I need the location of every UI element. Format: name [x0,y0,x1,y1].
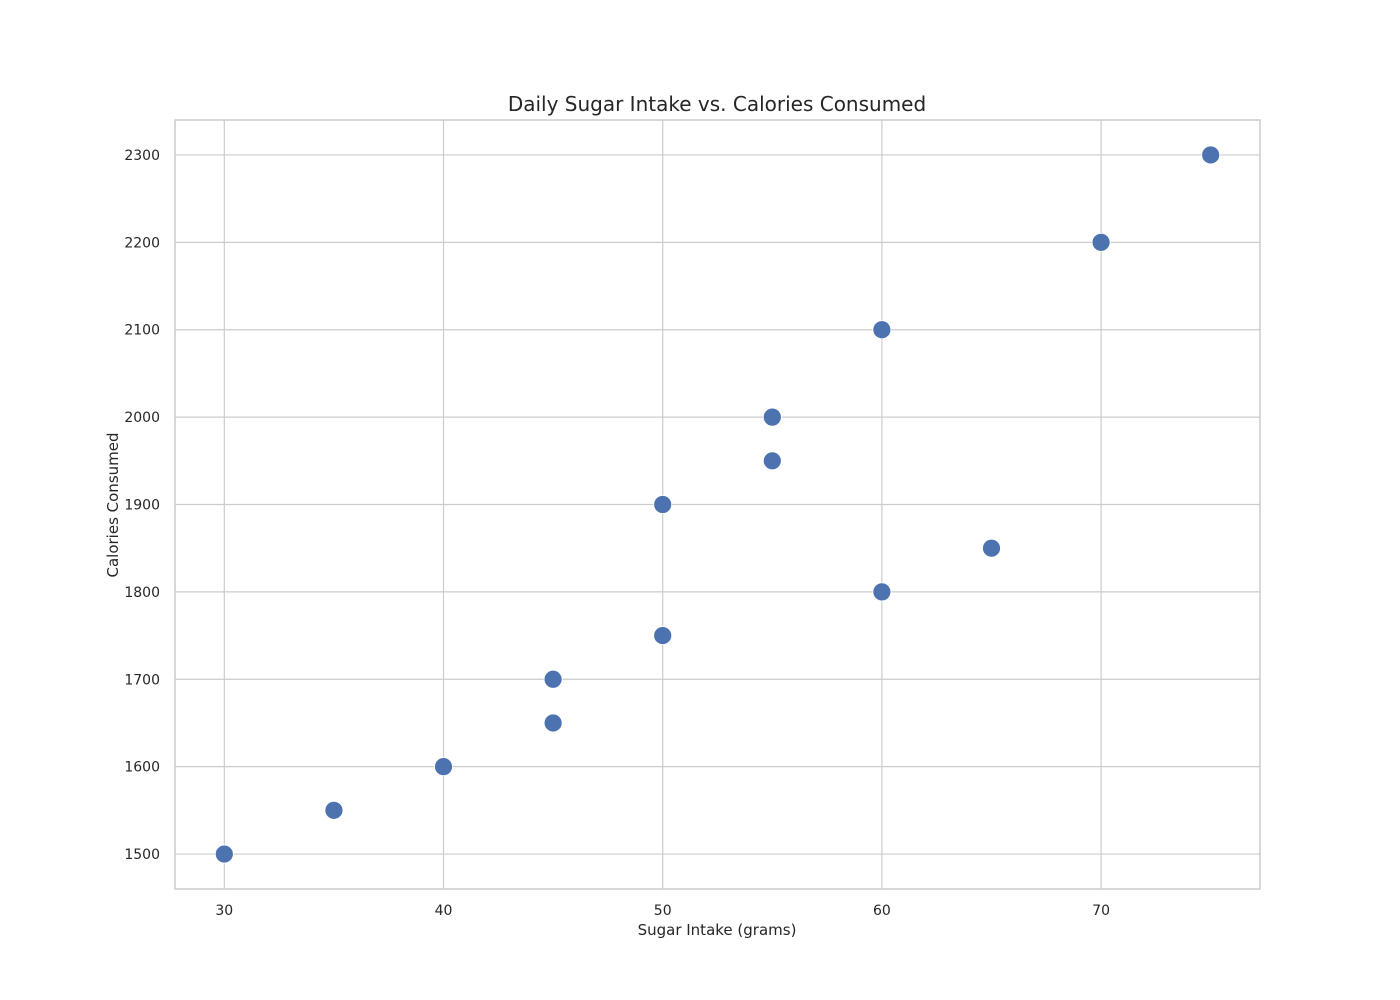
data-point [214,844,234,864]
data-point [872,320,892,340]
x-tick-label: 50 [654,903,672,919]
data-point [762,451,782,471]
y-tick-label: 2200 [124,235,160,251]
y-axis-label: Calories Consumed [104,433,122,578]
data-point [1091,232,1111,252]
y-tick-label: 1900 [124,498,160,514]
data-point [1201,145,1221,165]
x-axis-label: Sugar Intake (grams) [638,921,797,939]
data-point [434,757,453,777]
y-tick-label: 2300 [124,148,160,164]
chart-title: Daily Sugar Intake vs. Calories Consumed [508,92,926,116]
x-tick-label: 70 [1092,903,1110,919]
data-point [653,626,673,645]
data-point [324,800,344,820]
x-tick-labels: 30 40 50 60 70 [215,903,1110,919]
x-tick-label: 40 [435,903,453,919]
y-tick-label: 1800 [124,585,160,601]
plot-frame [174,119,1261,890]
data-point [653,495,673,514]
data-point [543,713,563,733]
grid-lines [175,120,1260,889]
data-point [762,407,782,427]
data-point [982,538,1001,558]
y-tick-label: 2100 [124,323,160,339]
y-tick-label: 2000 [124,410,160,426]
y-tick-labels: 1500 1600 1700 1800 1900 2000 2100 2200 2300 [124,148,160,863]
data-points [214,145,1221,864]
x-tick-label: 30 [215,903,233,919]
data-point [543,669,563,689]
y-tick-label: 1600 [124,760,160,776]
y-tick-label: 1700 [124,672,160,688]
x-tick-label: 60 [873,903,891,919]
y-tick-label: 1500 [124,847,160,863]
data-point [872,582,892,602]
